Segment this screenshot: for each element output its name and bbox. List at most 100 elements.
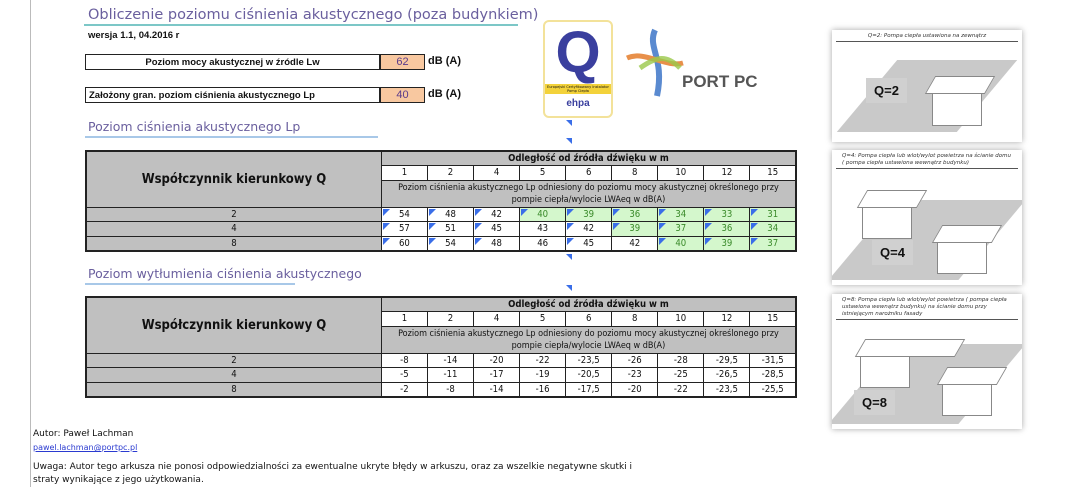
value-cell[interactable]: 34 [657, 206, 705, 222]
value-cell[interactable]: -28,5 [749, 367, 797, 383]
cell-value: 42 [629, 237, 641, 249]
value-cell[interactable]: -17,5 [565, 381, 613, 397]
value-cell[interactable]: -2 [380, 381, 428, 397]
portpc-logo-text: PORT PC [682, 72, 758, 91]
distance-cell: 2 [426, 311, 475, 327]
value-cell[interactable]: 39 [611, 221, 659, 237]
distance-cell: 5 [519, 165, 567, 181]
value-cell[interactable]: -25,5 [749, 381, 797, 397]
value-cell[interactable]: -17 [473, 367, 521, 383]
cell-value: 54 [399, 208, 410, 220]
cell-value: -29,5 [715, 354, 738, 366]
ground-illustration [836, 60, 1018, 132]
table-row: 8 60 54 48 46 45 42 40 39 37 [85, 235, 797, 251]
value-cell[interactable]: 40 [519, 206, 567, 222]
value-cell[interactable]: 60 [380, 235, 428, 251]
value-cell[interactable]: 37 [657, 221, 705, 237]
value-cell[interactable]: 31 [749, 206, 797, 222]
value-cell[interactable]: 42 [473, 206, 521, 222]
value-cell[interactable]: 48 [473, 235, 521, 251]
comment-marker-icon [659, 237, 667, 245]
value-cell[interactable]: -14 [473, 381, 521, 397]
q-value-cell: 4 [85, 367, 382, 383]
value-cell[interactable]: -26,5 [703, 367, 751, 383]
value-cell[interactable]: 45 [565, 235, 613, 251]
comment-marker-icon [751, 208, 759, 216]
value-cell[interactable]: 36 [703, 221, 751, 237]
table-row: 2 -8 -14 -20 -22 -23,5 -26 -28 -29,5 -31,5 [85, 352, 797, 368]
value-cell[interactable]: -11 [426, 367, 475, 383]
value-cell[interactable]: -26 [611, 352, 659, 368]
distance-cell: 15 [749, 311, 797, 327]
house-illustration [937, 240, 987, 274]
author-email-link[interactable]: pawel.lachman@portpc.pl [33, 443, 138, 452]
sheet-border [30, 0, 31, 487]
panel-q4: Q=4: Pompa ciepła lub wlot/wylot powietr… [832, 150, 1022, 285]
value-cell[interactable]: -14 [426, 352, 475, 368]
value-cell[interactable]: -25 [657, 367, 705, 383]
value-cell[interactable]: 36 [611, 206, 659, 222]
cell-value: -26 [627, 354, 642, 366]
value-cell[interactable]: -31,5 [749, 352, 797, 368]
table-row: 4 -5 -11 -17 -19 -20,5 -23 -25 -26,5 -28,5 [85, 367, 797, 383]
cell-value: -20,5 [577, 369, 600, 381]
value-cell[interactable]: 45 [473, 221, 521, 237]
value-cell[interactable]: 46 [519, 235, 567, 251]
comment-marker-icon [428, 223, 436, 230]
value-cell[interactable]: 57 [380, 221, 428, 237]
value-cell[interactable]: -29,5 [703, 352, 751, 368]
comment-marker-icon [613, 208, 621, 216]
distance-cell: 6 [565, 165, 613, 181]
value-cell[interactable]: 37 [749, 235, 797, 251]
cell-value: 45 [583, 237, 595, 249]
cell-value: -31,5 [761, 354, 784, 366]
value-cell[interactable]: 48 [426, 206, 475, 222]
cell-value: 39 [629, 223, 641, 235]
value-cell[interactable]: 54 [426, 235, 475, 251]
comment-marker-icon [613, 223, 621, 230]
comment-marker-icon [751, 223, 759, 230]
value-cell[interactable]: 42 [611, 235, 659, 251]
comment-marker-icon [566, 120, 572, 126]
comment-marker-icon [475, 208, 483, 216]
value-cell[interactable]: -23,5 [703, 381, 751, 397]
cell-value: -5 [400, 369, 409, 381]
pressure-table: Współczynnik kierunkowy Q Odległość od ź… [85, 150, 797, 252]
value-cell[interactable]: -28 [657, 352, 705, 368]
distance-cell: 8 [611, 165, 659, 181]
table-row: 4 57 51 45 43 42 39 37 36 34 [85, 221, 797, 237]
value-cell[interactable]: 54 [380, 206, 428, 222]
value-cell[interactable]: -20 [473, 352, 521, 368]
comment-marker-icon [428, 208, 436, 216]
value-cell[interactable]: 39 [565, 206, 613, 222]
value-cell[interactable]: 39 [703, 235, 751, 251]
sound-power-input[interactable]: 62 [380, 54, 425, 70]
value-cell[interactable]: 33 [703, 206, 751, 222]
cell-value: 37 [767, 237, 779, 249]
value-cell[interactable]: -23,5 [565, 352, 613, 368]
value-cell[interactable]: 43 [519, 221, 567, 237]
value-cell[interactable]: -20,5 [565, 367, 613, 383]
cell-value: -23,5 [715, 383, 738, 395]
value-cell[interactable]: -20 [611, 381, 659, 397]
value-cell[interactable]: -19 [519, 367, 567, 383]
distance-cell: 1 [380, 311, 428, 327]
value-cell[interactable]: 42 [565, 221, 613, 237]
value-cell[interactable]: 40 [657, 235, 705, 251]
distance-cell: 12 [703, 165, 751, 181]
value-cell[interactable]: -23 [611, 367, 659, 383]
q-header: Współczynnik kierunkowy Q [85, 296, 382, 354]
pressure-limit-unit: dB (A) [428, 88, 461, 100]
value-cell[interactable]: 34 [749, 221, 797, 237]
value-cell[interactable]: 51 [426, 221, 475, 237]
value-cell[interactable]: -8 [426, 381, 475, 397]
value-cell[interactable]: -22 [657, 381, 705, 397]
cell-value: 57 [399, 223, 410, 235]
value-cell[interactable]: -22 [519, 352, 567, 368]
value-cell[interactable]: -8 [380, 352, 428, 368]
roof-illustration [924, 76, 996, 94]
pressure-limit-input[interactable]: 40 [380, 87, 425, 103]
value-cell[interactable]: -16 [519, 381, 567, 397]
cell-value: -14 [489, 383, 504, 395]
value-cell[interactable]: -5 [380, 367, 428, 383]
